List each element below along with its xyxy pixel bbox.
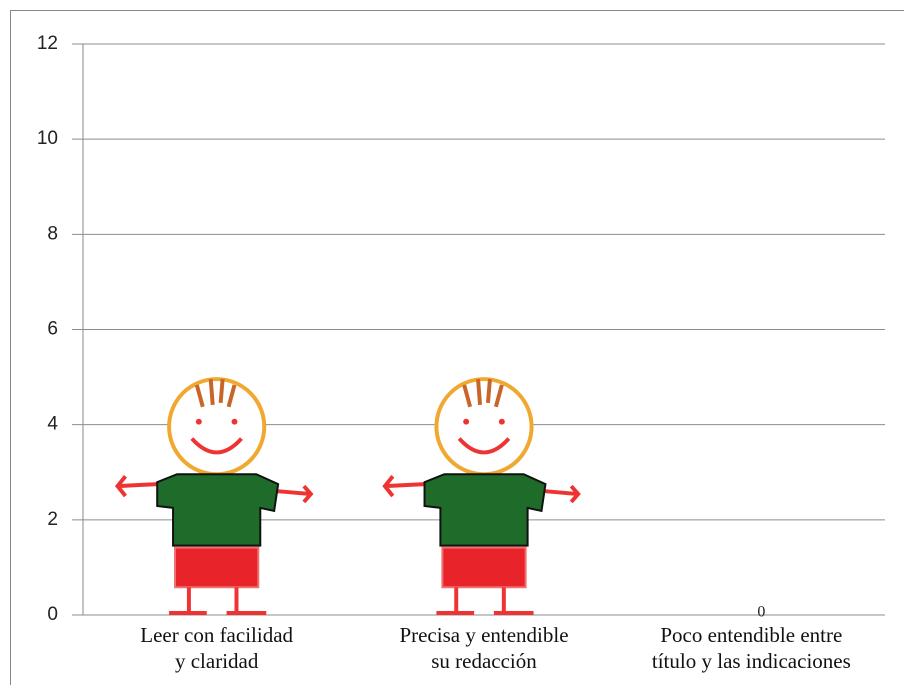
x-tick-label: Leer con facilidad y claridad xyxy=(140,623,294,673)
arms xyxy=(114,474,314,504)
pictograph-bar xyxy=(114,377,314,616)
y-tick-label: 10 xyxy=(37,128,58,149)
hair xyxy=(462,378,504,408)
y-tick-label: 4 xyxy=(47,414,58,435)
shorts xyxy=(174,546,260,589)
legs xyxy=(436,587,534,616)
eye xyxy=(498,418,505,425)
pictograph-bar xyxy=(382,377,581,616)
mouth xyxy=(457,437,511,455)
figure xyxy=(114,377,314,616)
figure xyxy=(382,377,581,616)
eye xyxy=(463,418,470,425)
eye xyxy=(231,418,238,425)
shorts xyxy=(441,546,527,589)
y-tick-label: 8 xyxy=(47,223,58,244)
y-tick-label: 6 xyxy=(47,319,58,340)
arms xyxy=(382,474,581,504)
chart-frame xyxy=(10,10,904,685)
legs xyxy=(169,587,267,616)
y-tick-label: 0 xyxy=(47,604,58,625)
shirt xyxy=(423,473,547,547)
shirt xyxy=(156,473,280,547)
hair xyxy=(194,378,237,408)
head xyxy=(167,377,267,477)
mouth xyxy=(190,437,243,455)
y-tick-label: 12 xyxy=(37,33,58,54)
data-label: 0 xyxy=(757,604,765,621)
head xyxy=(434,377,534,477)
x-tick-label: Precisa y entendible su redacción xyxy=(399,623,569,673)
x-tick-label: Poco entendible entre título y las indic… xyxy=(651,623,851,673)
y-tick-label: 2 xyxy=(47,509,58,530)
eye xyxy=(195,418,202,425)
